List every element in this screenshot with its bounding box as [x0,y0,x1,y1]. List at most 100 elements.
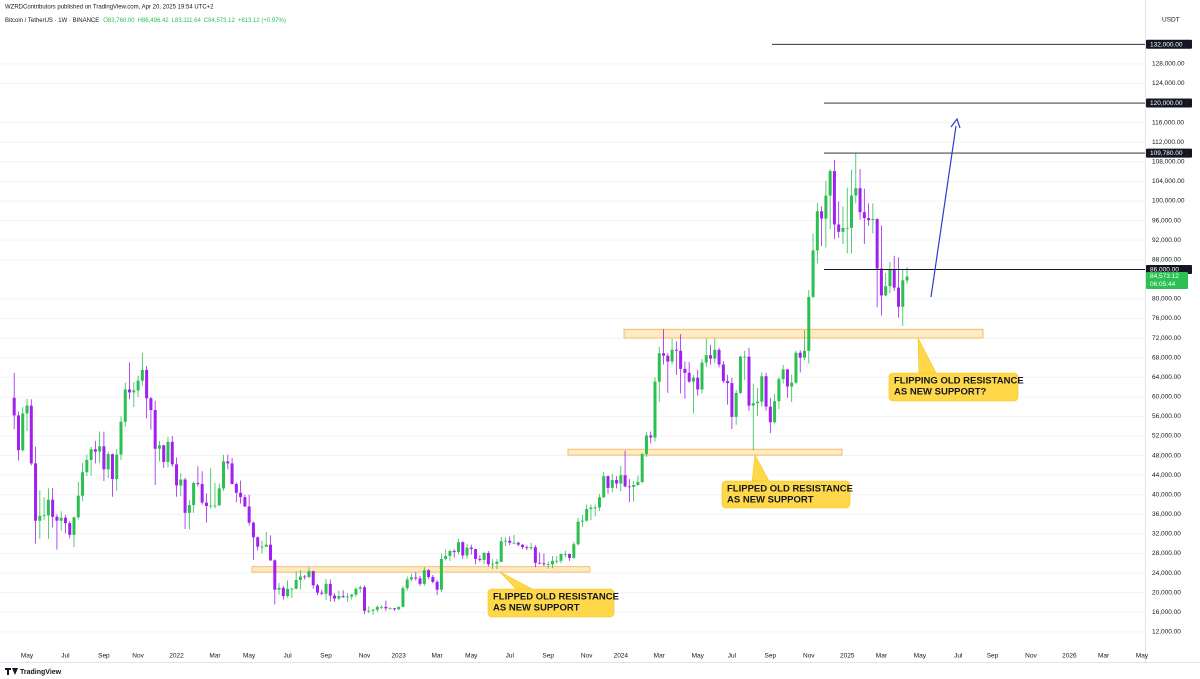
candle-body [286,588,290,597]
x-tick-label: Sep [98,653,110,660]
candle-body [683,368,687,373]
candle-body [811,250,815,297]
candle-body [709,355,713,359]
candle-body [16,415,20,451]
candle-body [162,445,166,462]
candle-body [875,219,879,269]
candle-body [234,483,238,493]
support-zone [251,566,591,573]
candle-body [730,383,734,417]
candle-body [68,523,72,535]
y-tick-label: 100,000.00 [1152,198,1185,205]
candle-body [828,171,832,196]
level-label-box [1146,39,1192,49]
candle-body [704,355,708,363]
candle-body [674,349,678,351]
candle-body [175,464,179,486]
candle-body [533,547,537,563]
candle-body [905,276,909,281]
candle-body [636,482,640,485]
candle-body [294,579,298,589]
candle-body [884,286,888,296]
candle-body [128,389,132,393]
candle-body [474,549,478,559]
y-tick-label: 112,000.00 [1152,139,1184,146]
symbol-legend: Bitcoin / TetherUS · 1W · BINANCE O83,760… [5,18,286,24]
candle-body [897,287,900,307]
ohlc-open: O83,760.00 [103,18,135,24]
candle-body [42,515,46,517]
candle-body [226,461,230,464]
candle-body [499,541,503,562]
y-tick-label: 24,000.00 [1152,570,1181,577]
candle-body [81,472,85,496]
candle-body [653,381,657,438]
projection-arrow [930,125,957,298]
candle-body [687,372,691,382]
candle-body [662,353,666,356]
x-tick-label: Mar [654,653,666,660]
candle-body [555,560,559,562]
candle-body [21,413,25,451]
candle-body [632,484,636,487]
callout-text: FLIPPED OLD RESISTANCE [727,484,853,495]
level-label-box [1146,265,1192,275]
x-tick-label: Mar [1098,653,1110,660]
candle-body [230,463,234,484]
candle-body [264,544,268,547]
candle-body [717,349,721,365]
candle-body [409,577,413,580]
x-tick-label: Sep [765,653,777,660]
candle-body [123,389,127,422]
candle-body [145,369,149,399]
y-tick-label: 72,000.00 [1152,335,1181,342]
candle-body [290,588,294,590]
candle-body [585,508,589,521]
callout-box [888,372,1019,402]
candle-body [854,188,858,196]
candle-body [798,352,802,358]
candle-body [397,606,401,610]
candle-body [371,609,375,611]
candle-body [149,398,153,411]
candle-body [593,507,597,509]
candle-body [157,445,161,449]
level-label-box [1146,148,1192,158]
candle-body [380,606,384,608]
y-tick-label: 28,000.00 [1152,550,1181,557]
candle-body [640,454,644,483]
candle-body [166,441,170,462]
candle-body [115,454,119,480]
candle-body [277,587,281,590]
y-tick-label: 36,000.00 [1152,511,1181,518]
candle-body [901,280,905,307]
x-tick-label: May [465,653,478,660]
callout-text: AS NEW SUPPORT [727,495,814,506]
candle-body [34,463,38,521]
candle-body [837,224,841,232]
candle-body [76,495,80,518]
candle-body [311,571,315,586]
candle-body [696,377,700,390]
tv-logo [5,668,18,675]
candle-body [721,364,725,382]
candle-body [204,502,208,507]
candle-body [773,401,777,423]
candle-body [354,588,358,595]
candle-body [508,540,512,543]
callout-text: AS NEW SUPPORT? [894,387,987,398]
candle-body [764,376,768,407]
last-price-box [1146,271,1188,289]
candle-body [414,577,418,579]
candle-body [388,608,392,610]
candle-body [320,592,324,594]
candle-body [657,353,661,382]
y-tick-label: 76,000.00 [1152,315,1181,322]
candle-body [367,610,371,612]
candle-body [785,369,789,387]
candle-body [303,576,307,578]
candle-body [298,576,302,580]
candle-body [72,517,76,535]
candle-body [456,542,460,553]
